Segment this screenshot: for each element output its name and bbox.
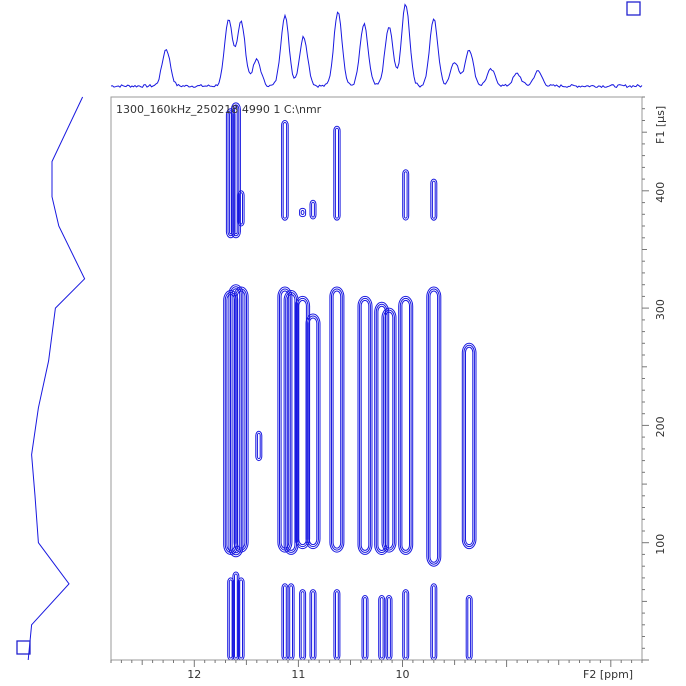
contour-2-1 — [235, 288, 247, 551]
contour-12-0 — [403, 591, 408, 659]
contour-8-2 — [333, 125, 341, 221]
contour-12-1 — [398, 295, 414, 555]
f1-tick-label: 100 — [654, 534, 667, 555]
contour-11-1 — [383, 309, 395, 551]
f1-tick-label: 400 — [654, 182, 667, 203]
contour-11-0 — [387, 597, 391, 659]
f2-tick-label: 10 — [396, 668, 410, 681]
contour-7-1 — [308, 317, 318, 546]
contour-1-2 — [230, 102, 241, 239]
contour-1-1 — [231, 288, 241, 554]
f2-projection-toggle[interactable] — [626, 1, 641, 16]
f1-projection-line — [27, 96, 86, 661]
contour-13-1 — [429, 290, 439, 563]
contour-2-1 — [233, 286, 249, 553]
contour-1-2 — [234, 106, 238, 235]
f2-axis-label: F2 [ppm] — [583, 668, 633, 681]
contour-0-0 — [228, 579, 233, 659]
contour-7-2 — [311, 201, 315, 218]
contour-13-0 — [431, 585, 436, 659]
contour-8-1 — [329, 286, 345, 553]
contour-9-0 — [363, 597, 367, 659]
contour-6-0 — [300, 591, 305, 659]
contour-5-1 — [286, 294, 296, 551]
contour-12-1 — [401, 299, 410, 551]
contour-6-2 — [300, 209, 305, 216]
contour-5-1 — [283, 290, 299, 555]
contour-14-1 — [461, 342, 477, 550]
f2-axis: 12 11 10 — [110, 659, 643, 681]
contour-9-1 — [360, 299, 370, 551]
contour-12-1 — [399, 297, 412, 553]
contour-14-1 — [465, 346, 474, 546]
f1-tick-label: 200 — [654, 416, 667, 437]
contour-9-1 — [357, 295, 373, 555]
f1-projection-toggle[interactable] — [16, 640, 31, 655]
contour-4-1 — [277, 286, 293, 553]
contour-plot — [223, 102, 477, 661]
contour-13-1 — [426, 286, 442, 567]
f1-tick-label: 300 — [654, 299, 667, 320]
contour-8-1 — [332, 290, 342, 549]
contour-3-0 — [255, 430, 263, 462]
contour-1-1 — [228, 284, 244, 558]
f1-projection — [27, 96, 86, 661]
contour-10-1 — [375, 303, 388, 553]
contour-7-1 — [307, 315, 319, 548]
contour-8-0 — [335, 591, 339, 659]
contour-10-1 — [374, 301, 390, 555]
contour-7-0 — [311, 591, 315, 659]
f2-projection-line — [110, 3, 643, 89]
contour-7-2 — [309, 199, 317, 220]
contour-12-2 — [403, 171, 408, 219]
contour-13-1 — [427, 288, 440, 565]
contour-6-2 — [299, 207, 307, 218]
dataset-title: 1300_160kHz_250218 4990 1 C:\nmr — [116, 103, 322, 116]
f2-projection — [110, 3, 643, 89]
contour-13-2 — [430, 178, 438, 221]
contour-13-2 — [431, 180, 436, 219]
contour-4-2 — [282, 122, 288, 219]
contour-2-2 — [239, 192, 243, 225]
contour-2-0 — [239, 579, 243, 659]
contour-3-0 — [256, 432, 261, 460]
contour-14-1 — [463, 344, 475, 548]
contour-2-2 — [237, 190, 245, 227]
contour-5-1 — [285, 292, 298, 553]
contour-9-1 — [359, 297, 371, 553]
contour-11-1 — [384, 311, 394, 549]
contour-10-0 — [379, 597, 384, 659]
contour-1-2 — [232, 104, 240, 237]
contour-2-1 — [236, 290, 246, 549]
f1-axis-label: F1 [µs] — [654, 106, 667, 144]
contour-1-0 — [234, 573, 238, 659]
f2-tick-label: 11 — [291, 668, 305, 681]
contour-1-1 — [230, 286, 242, 556]
contour-11-1 — [381, 307, 397, 553]
contour-12-2 — [402, 169, 410, 221]
contour-7-1 — [305, 313, 321, 550]
contour-8-2 — [334, 127, 339, 219]
contour-8-1 — [331, 288, 343, 551]
f2-tick-label: 12 — [187, 668, 201, 681]
contour-5-0 — [289, 585, 294, 659]
contour-4-0 — [283, 585, 287, 659]
contour-14-0 — [467, 597, 472, 659]
contour-4-2 — [281, 120, 289, 221]
f1-axis: 100 200 300 400 — [642, 96, 667, 661]
